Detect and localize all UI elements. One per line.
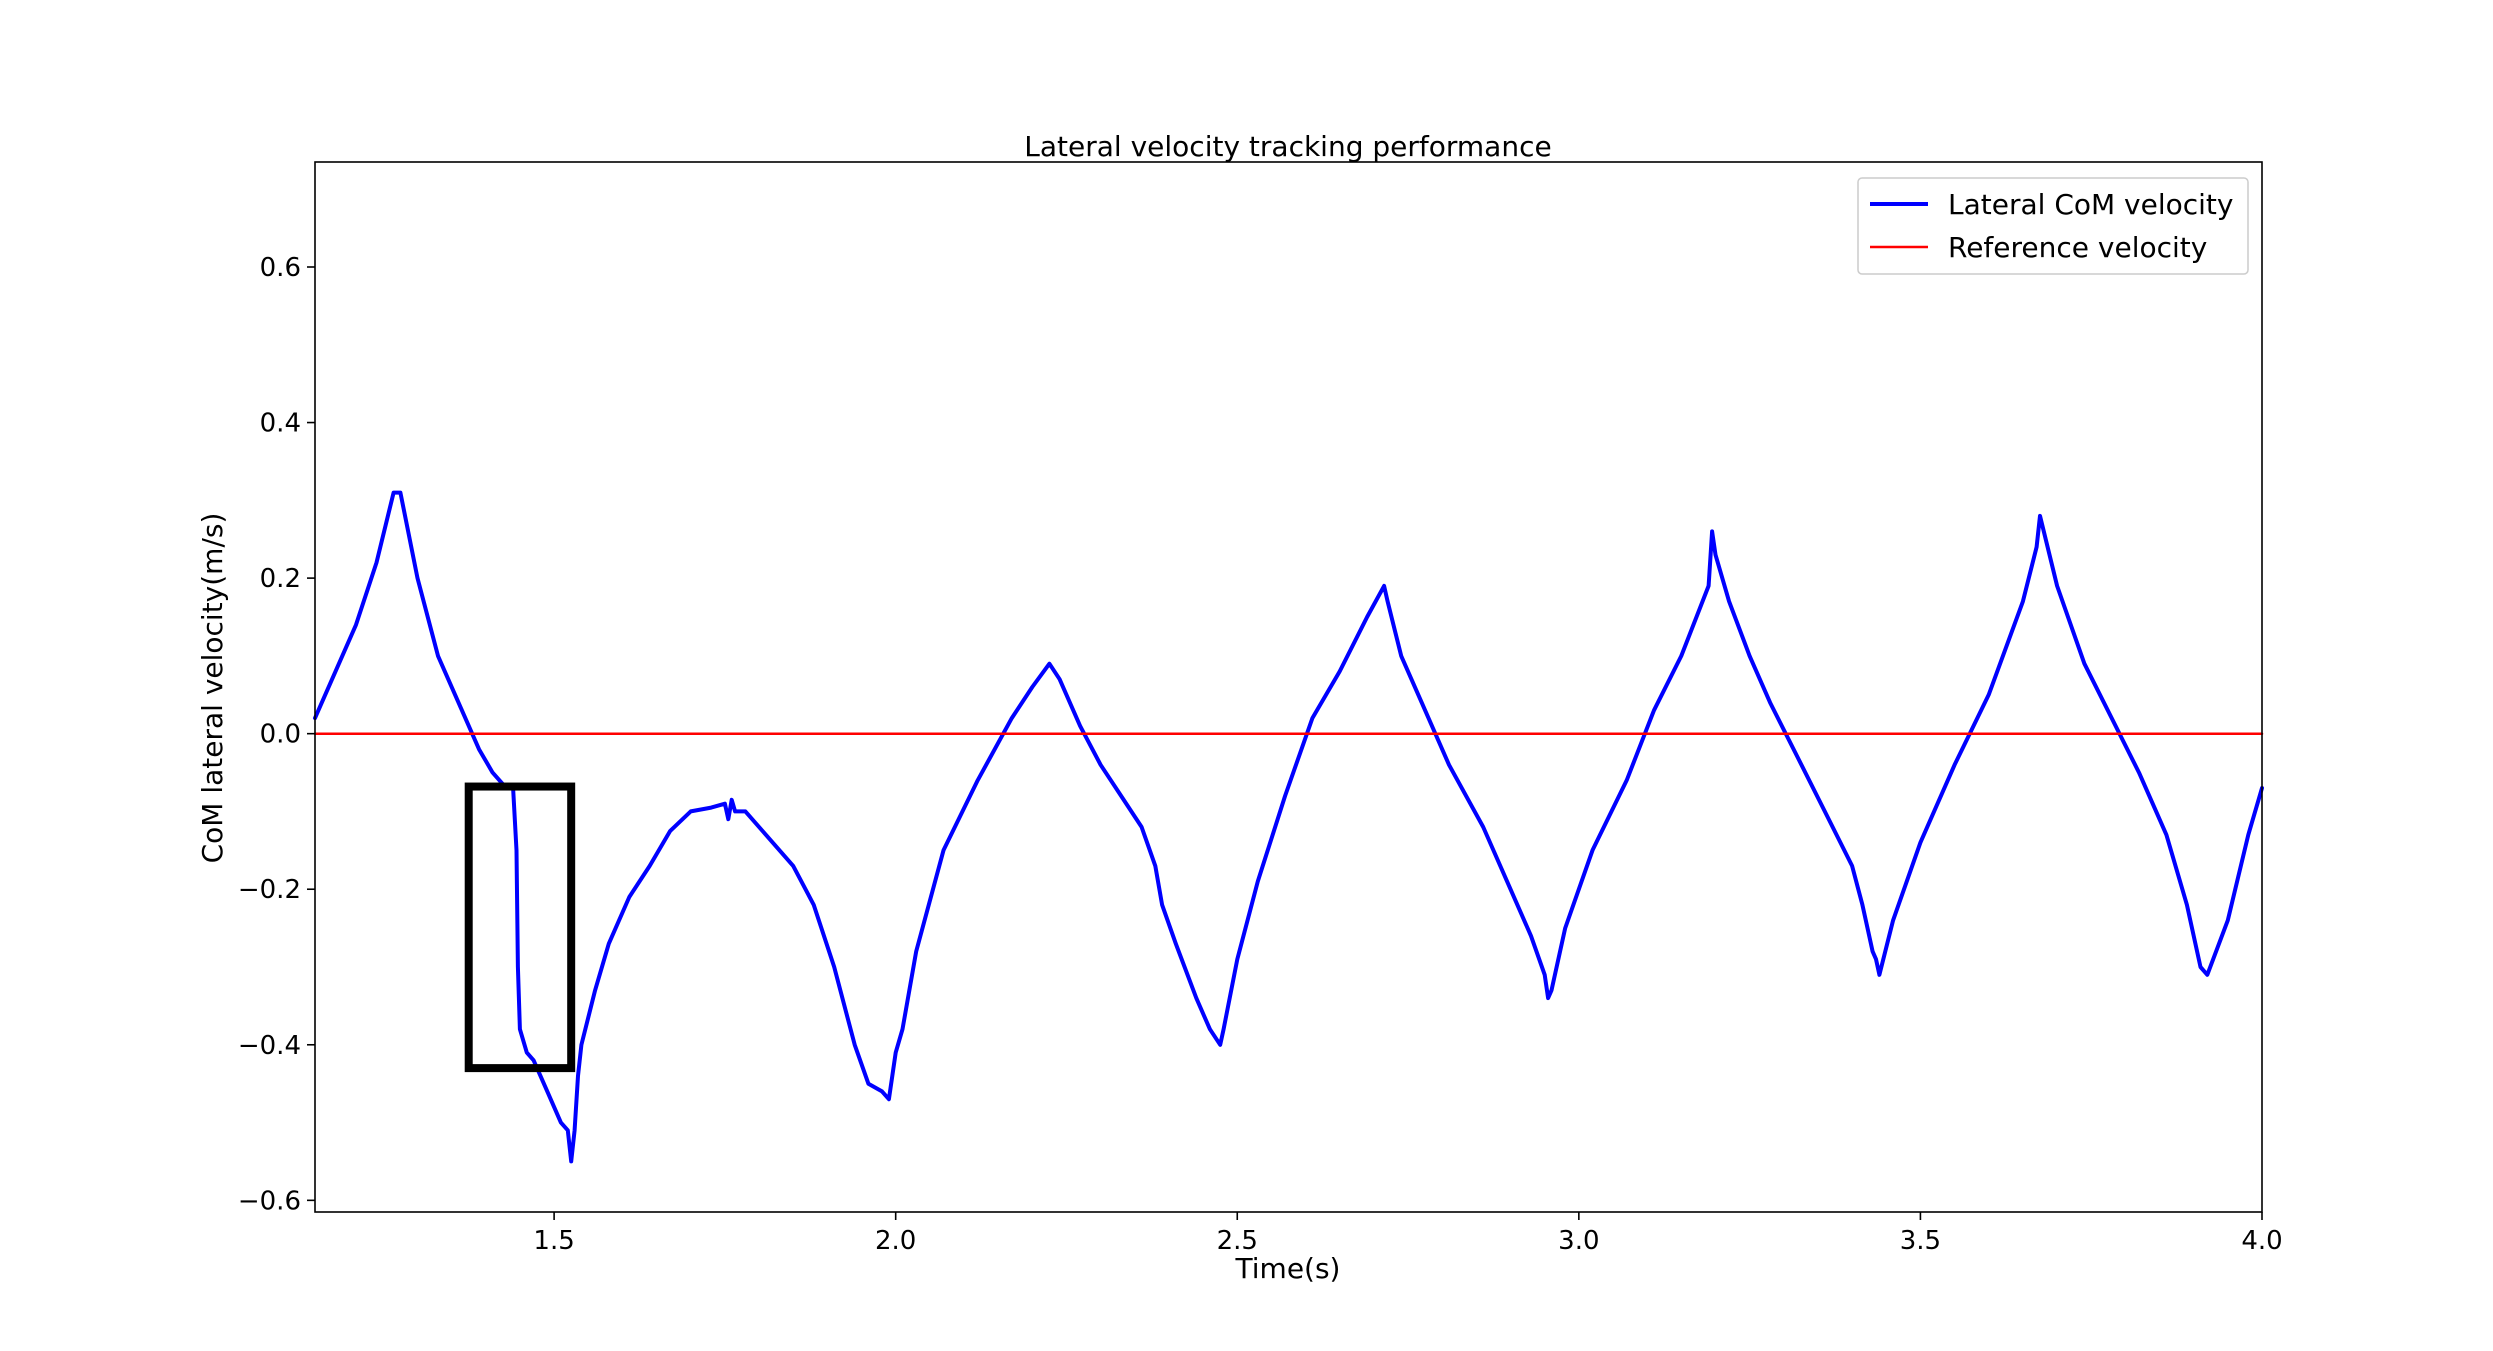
legend: Lateral CoM velocity Reference velocity [1857, 177, 2249, 275]
y-tick-label: 0.2 [260, 564, 301, 594]
x-axis: 1.5 2.0 2.5 3.0 3.5 4.0 [533, 1212, 2283, 1256]
legend-box [1857, 177, 2249, 275]
x-tick-label: 2.0 [875, 1226, 916, 1256]
y-tick-label: 0.6 [260, 253, 301, 283]
x-tick-label: 1.5 [533, 1226, 574, 1256]
x-tick-label: 4.0 [2241, 1226, 2282, 1256]
x-axis-label: Time(s) [1235, 1252, 1341, 1285]
y-tick-label: 0.0 [260, 720, 301, 750]
y-tick-label: −0.4 [238, 1031, 301, 1061]
y-tick-label: −0.2 [238, 875, 301, 905]
legend-label-2: Reference velocity [1948, 231, 2207, 264]
highlight-box-1 [464, 782, 576, 1073]
legend-label-1: Lateral CoM velocity [1948, 188, 2233, 221]
y-tick-label: −0.6 [238, 1186, 301, 1216]
series-line-1 [313, 490, 2264, 1164]
x-tick-label: 2.5 [1217, 1226, 1258, 1256]
chart-title: Lateral velocity tracking performance [1024, 130, 1551, 163]
series-layer [313, 490, 2264, 1164]
x-tick-label: 3.5 [1900, 1226, 1941, 1256]
x-tick-label: 3.0 [1558, 1226, 1599, 1256]
plot-area [313, 161, 2264, 1213]
annotation-layer [464, 782, 576, 1073]
y-tick-label: 0.4 [260, 409, 301, 439]
y-axis: −0.6 −0.4 −0.2 0.0 0.2 0.4 0.6 [238, 253, 315, 1216]
y-axis-label: CoM lateral velocity(m/s) [196, 513, 229, 864]
plot-frame [314, 161, 2263, 1213]
